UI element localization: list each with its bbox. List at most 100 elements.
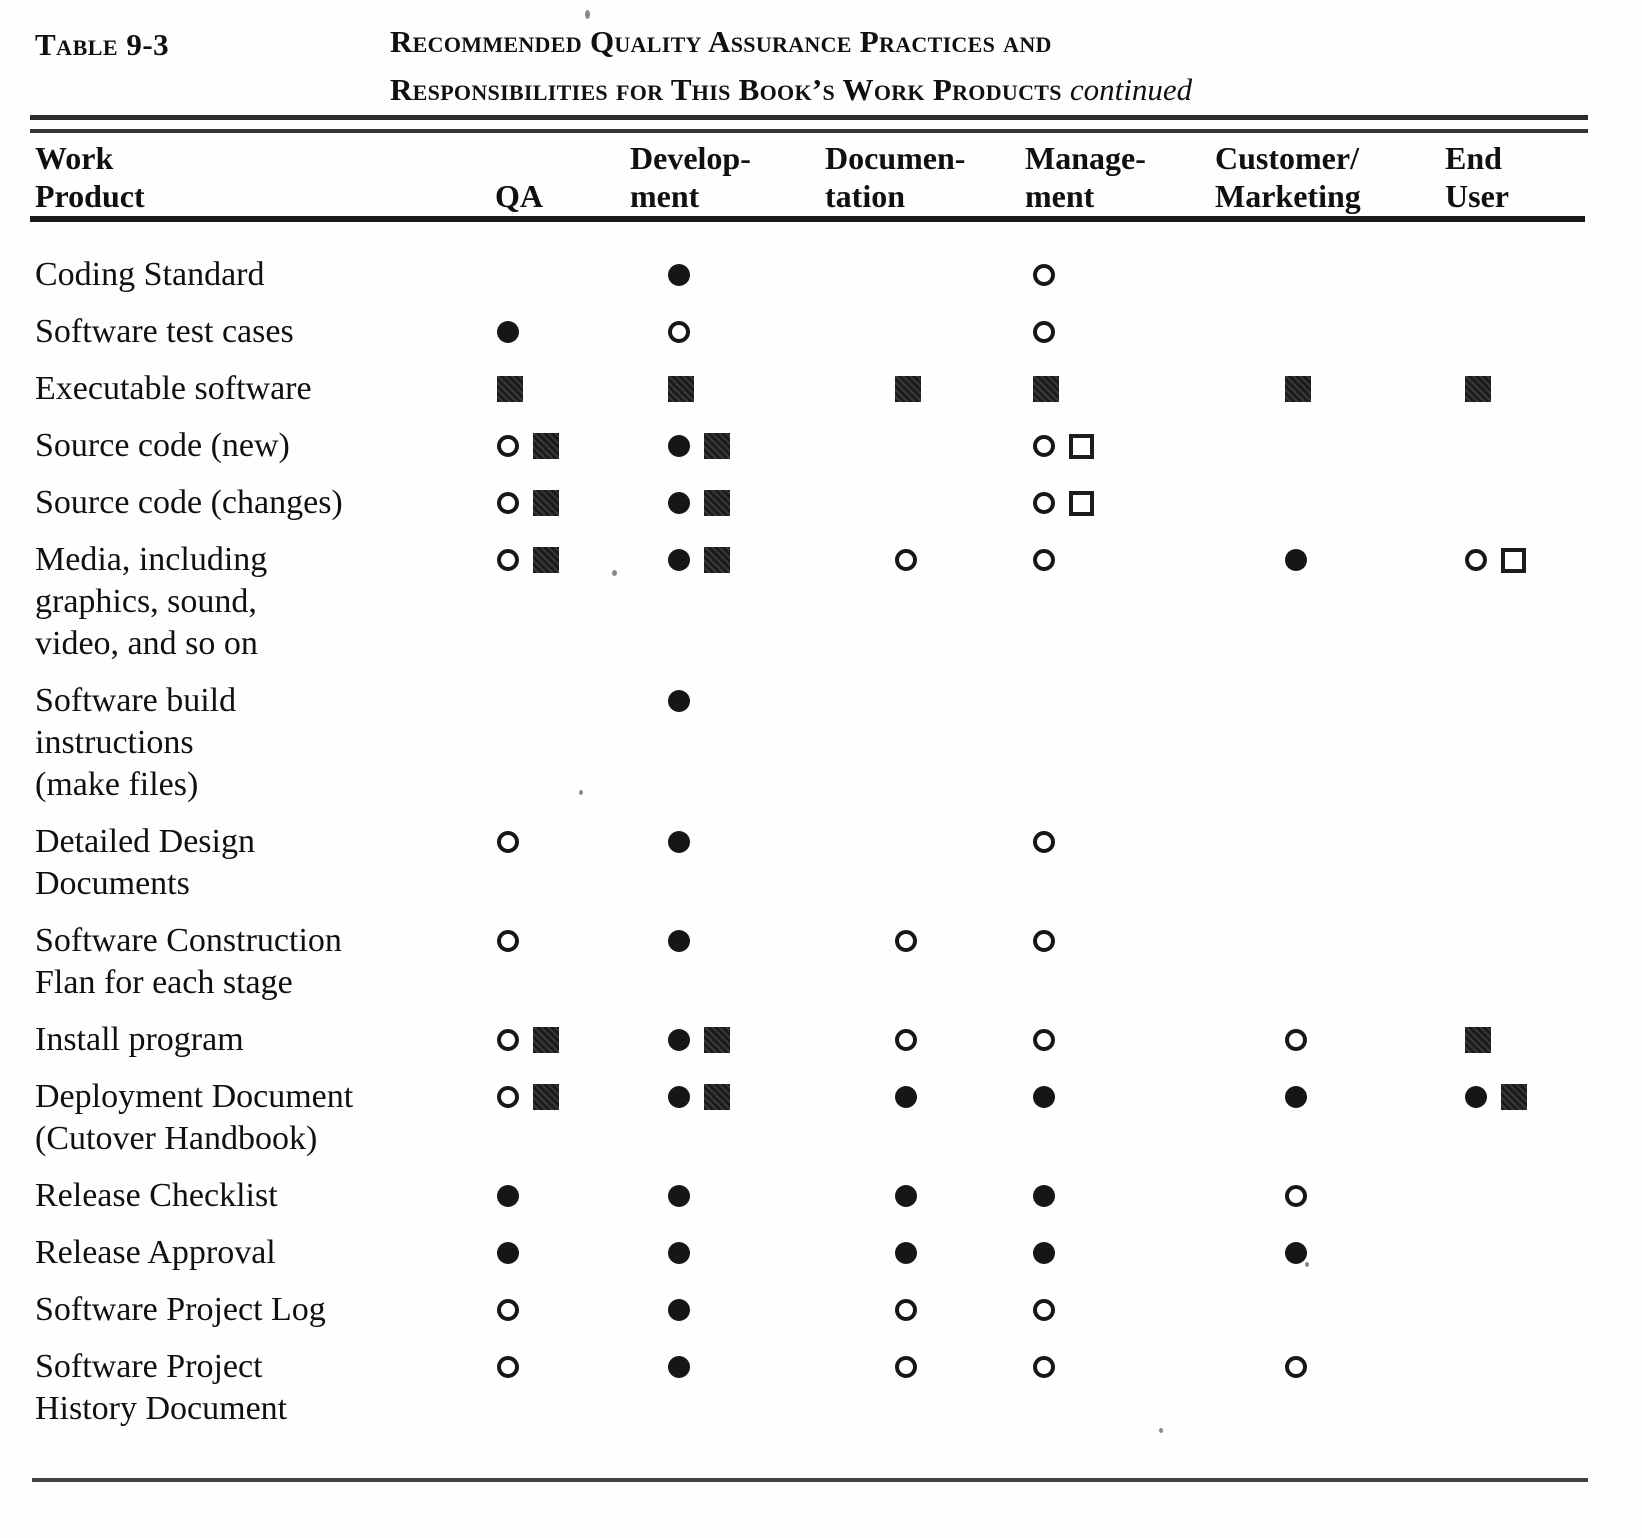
open-circle-icon xyxy=(497,492,519,514)
cell-management xyxy=(1025,368,1215,410)
cell-end-user xyxy=(1445,1019,1585,1061)
cell-development xyxy=(630,482,825,524)
cell-development xyxy=(630,1346,825,1430)
cell-qa xyxy=(495,920,630,1004)
cell-qa xyxy=(495,1232,630,1274)
filled-circle-icon xyxy=(668,831,690,853)
cell-management xyxy=(1025,425,1215,467)
cell-qa xyxy=(495,311,630,353)
work-product-name: Coding Standard xyxy=(35,254,495,296)
work-product-name: Software Project Log xyxy=(35,1289,495,1331)
open-circle-icon xyxy=(497,435,519,457)
filled-circle-icon xyxy=(668,1086,690,1108)
cell-qa xyxy=(495,539,630,665)
cell-end-user xyxy=(1445,425,1585,467)
column-header-line: Product xyxy=(35,178,145,214)
cell-customer-marketing xyxy=(1215,1232,1445,1274)
open-square-icon xyxy=(1501,548,1526,573)
filled-square-icon xyxy=(1285,376,1311,402)
open-circle-icon xyxy=(1285,1356,1307,1378)
filled-square-icon xyxy=(533,1084,559,1110)
cell-documentation xyxy=(825,680,1025,806)
filled-square-icon xyxy=(704,490,730,516)
filled-square-icon xyxy=(704,1027,730,1053)
column-header-line: Marketing xyxy=(1215,178,1361,214)
work-product-name: Detailed Design Documents xyxy=(35,821,495,905)
table-row: Media, including graphics, sound, video, a… xyxy=(35,539,1595,665)
cell-documentation xyxy=(825,1289,1025,1331)
table-row: Executable software xyxy=(35,368,1595,410)
filled-circle-icon xyxy=(497,1242,519,1264)
column-header-line: Develop- xyxy=(630,140,751,176)
open-circle-icon xyxy=(497,1086,519,1108)
cell-customer-marketing xyxy=(1215,1175,1445,1217)
cell-development xyxy=(630,1232,825,1274)
cell-documentation xyxy=(825,368,1025,410)
open-circle-icon xyxy=(1285,1185,1307,1207)
filled-circle-icon xyxy=(1465,1086,1487,1108)
cell-management xyxy=(1025,482,1215,524)
table-row: Detailed Design Documents xyxy=(35,821,1595,905)
cell-end-user xyxy=(1445,821,1585,905)
cell-qa xyxy=(495,1076,630,1160)
cell-management xyxy=(1025,539,1215,665)
work-product-name-line: Install program xyxy=(35,1021,244,1058)
open-circle-icon xyxy=(895,1299,917,1321)
open-circle-icon xyxy=(1033,492,1055,514)
open-circle-icon xyxy=(895,930,917,952)
cell-customer-marketing xyxy=(1215,368,1445,410)
filled-square-icon xyxy=(895,376,921,402)
open-circle-icon xyxy=(668,321,690,343)
cell-development xyxy=(630,920,825,1004)
continued-label: continued xyxy=(1069,72,1193,107)
work-product-name: Install program xyxy=(35,1019,495,1061)
cell-management xyxy=(1025,1076,1215,1160)
cell-customer-marketing xyxy=(1215,482,1445,524)
work-product-name: Executable software xyxy=(35,368,495,410)
filled-square-icon xyxy=(497,376,523,402)
cell-management xyxy=(1025,1346,1215,1430)
work-product-name-line: Software Project xyxy=(35,1348,263,1385)
work-product-name-line: Deployment Document xyxy=(35,1078,354,1115)
cell-customer-marketing xyxy=(1215,1019,1445,1061)
cell-development xyxy=(630,680,825,806)
open-circle-icon xyxy=(497,1356,519,1378)
filled-circle-icon xyxy=(895,1185,917,1207)
cell-customer-marketing xyxy=(1215,1076,1445,1160)
cell-end-user xyxy=(1445,254,1585,296)
cell-end-user xyxy=(1445,1346,1585,1430)
column-header-work-product: Work Product xyxy=(35,139,495,215)
cell-qa xyxy=(495,1019,630,1061)
cell-management xyxy=(1025,1175,1215,1217)
filled-circle-icon xyxy=(1285,1242,1307,1264)
cell-development xyxy=(630,1076,825,1160)
cell-documentation xyxy=(825,425,1025,467)
table-row: Source code (changes) xyxy=(35,482,1595,524)
table-row: Install program xyxy=(35,1019,1595,1061)
work-product-name: Source code (changes) xyxy=(35,482,495,524)
open-circle-icon xyxy=(895,1356,917,1378)
open-circle-icon xyxy=(1033,1029,1055,1051)
column-header-line: ment xyxy=(1025,178,1095,214)
bottom-rule xyxy=(32,1478,1588,1482)
column-header-line: tation xyxy=(825,178,905,214)
cell-development xyxy=(630,539,825,665)
filled-circle-icon xyxy=(668,1029,690,1051)
work-product-name-line: Release Approval xyxy=(35,1234,276,1271)
filled-square-icon xyxy=(533,433,559,459)
cell-documentation xyxy=(825,1232,1025,1274)
cell-end-user xyxy=(1445,1076,1585,1160)
filled-circle-icon xyxy=(668,492,690,514)
work-product-name: Release Approval xyxy=(35,1232,495,1274)
column-header-development: Develop-ment xyxy=(630,139,825,215)
scan-speck xyxy=(1159,1428,1163,1433)
open-circle-icon xyxy=(895,549,917,571)
cell-documentation xyxy=(825,482,1025,524)
cell-management xyxy=(1025,1289,1215,1331)
column-header-management: Manage-ment xyxy=(1025,139,1215,215)
filled-square-icon xyxy=(1033,376,1059,402)
cell-qa xyxy=(495,425,630,467)
cell-development xyxy=(630,1175,825,1217)
cell-development xyxy=(630,311,825,353)
cell-documentation xyxy=(825,1346,1025,1430)
